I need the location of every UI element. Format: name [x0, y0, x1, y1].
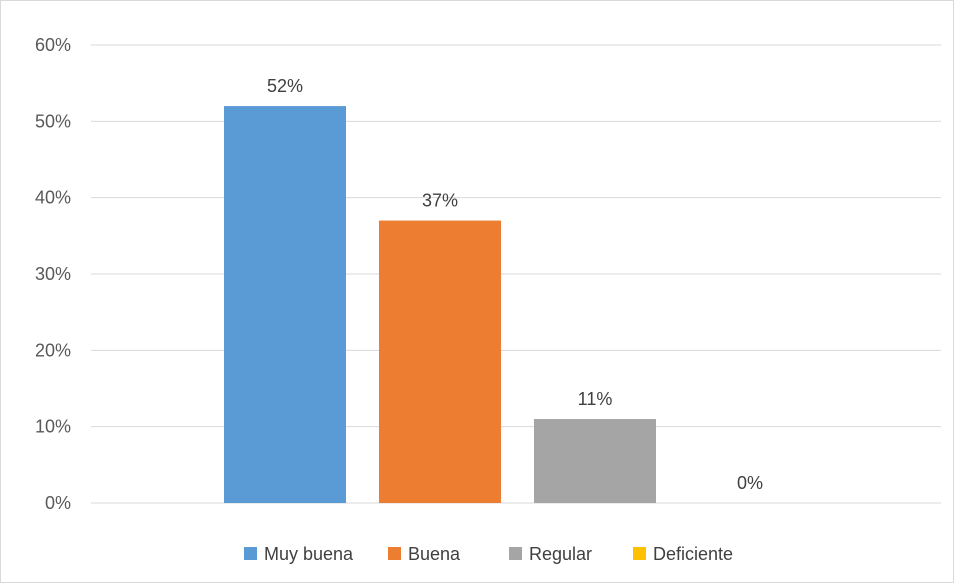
data-labels: 52% 37% 11% 0%: [267, 76, 763, 493]
bar-buena: [379, 220, 501, 504]
bar-muy-buena: [224, 106, 346, 504]
y-axis-ticks: 0% 10% 20% 30% 40% 50% 60%: [35, 35, 71, 513]
data-label: 37%: [422, 191, 458, 211]
legend-swatch: [633, 547, 646, 560]
y-tick-label: 10%: [35, 417, 71, 437]
y-tick-label: 50%: [35, 111, 71, 131]
y-tick-label: 0%: [45, 493, 71, 513]
y-tick-label: 60%: [35, 35, 71, 55]
legend-label: Regular: [529, 544, 592, 564]
legend-swatch: [388, 547, 401, 560]
legend-swatch: [509, 547, 522, 560]
data-label: 11%: [578, 389, 613, 409]
data-label: 0%: [737, 473, 763, 493]
legend-swatch: [244, 547, 257, 560]
legend-label: Deficiente: [653, 544, 733, 564]
y-tick-label: 40%: [35, 188, 71, 208]
bars: [224, 106, 656, 504]
legend-label: Muy buena: [264, 544, 354, 564]
legend: Muy buena Buena Regular Deficiente: [244, 544, 733, 564]
legend-label: Buena: [408, 544, 461, 564]
bar-regular: [534, 419, 656, 503]
gridlines: [91, 44, 941, 504]
data-label: 52%: [267, 76, 303, 96]
y-tick-label: 30%: [35, 264, 71, 284]
y-tick-label: 20%: [35, 340, 71, 360]
